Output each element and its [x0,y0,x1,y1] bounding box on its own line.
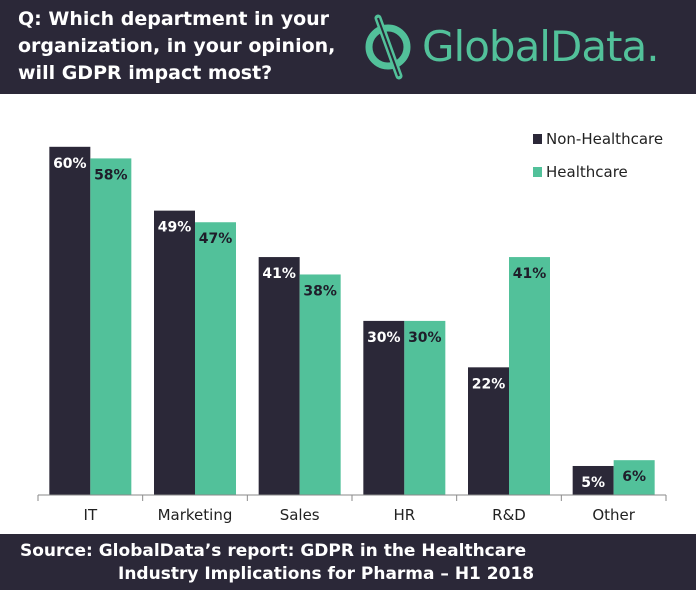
legend-swatch [533,167,542,177]
bar-non-healthcare [49,146,91,495]
header-banner: Q: Which department in your organization… [0,0,696,94]
source-line-1: Source: GlobalData’s report: GDPR in the… [20,541,527,561]
category-label: R&D [492,506,526,524]
bar-non-healthcare [572,465,614,495]
globaldata-logo-icon [365,14,411,80]
data-label: 47% [199,231,233,247]
bar-non-healthcare [258,257,300,495]
category-label: Marketing [158,506,233,524]
bar-non-healthcare [468,367,509,495]
data-label: 38% [303,283,337,299]
data-label: 30% [408,330,442,346]
legend-swatch [533,134,542,144]
bar-healthcare [90,158,132,495]
legend-label: Healthcare [546,163,628,181]
legend: Non-Healthcare Healthcare [533,130,663,181]
category-label: IT [84,506,98,524]
globaldata-logo: GlobalData. [360,12,690,82]
source-footer: Source: GlobalData’s report: GDPR in the… [0,534,696,590]
legend-label: Non-Healthcare [546,130,663,148]
data-label: 49% [158,220,192,236]
bar-healthcare [299,274,341,495]
logo-wordmark: GlobalData. [422,22,660,71]
data-label: 30% [367,330,401,346]
x-axis-labels: IT Marketing Sales HR R&D Other [84,506,636,524]
bar-non-healthcare [363,320,405,495]
data-label: 22% [472,376,506,392]
data-label: 5% [581,475,605,491]
category-label: HR [393,506,415,524]
category-label: Sales [280,506,320,524]
bar-healthcare [404,320,446,495]
data-label: 41% [262,266,296,282]
bar-healthcare [613,460,655,495]
data-label: 6% [622,469,646,485]
data-label: 41% [513,266,547,282]
category-label: Other [592,506,635,524]
bar-non-healthcare [154,210,195,495]
bar-healthcare [509,257,550,495]
bar-healthcare [195,222,236,495]
bar-chart: 60% 58% 49% 47% 41% 38% 30% 30% 22% 41% 5% 6% IT Mar… [37,130,667,524]
x-axis-ticks [37,495,667,501]
question-title: Q: Which department in your organization… [18,8,336,84]
data-label: 60% [53,156,87,172]
data-label: 58% [94,167,128,183]
source-line-2: Industry Implications for Pharma – H1 20… [118,564,535,584]
bars-group: 60% 58% 49% 47% 41% 38% 30% 30% 22% 41% 5% 6% [49,146,655,495]
